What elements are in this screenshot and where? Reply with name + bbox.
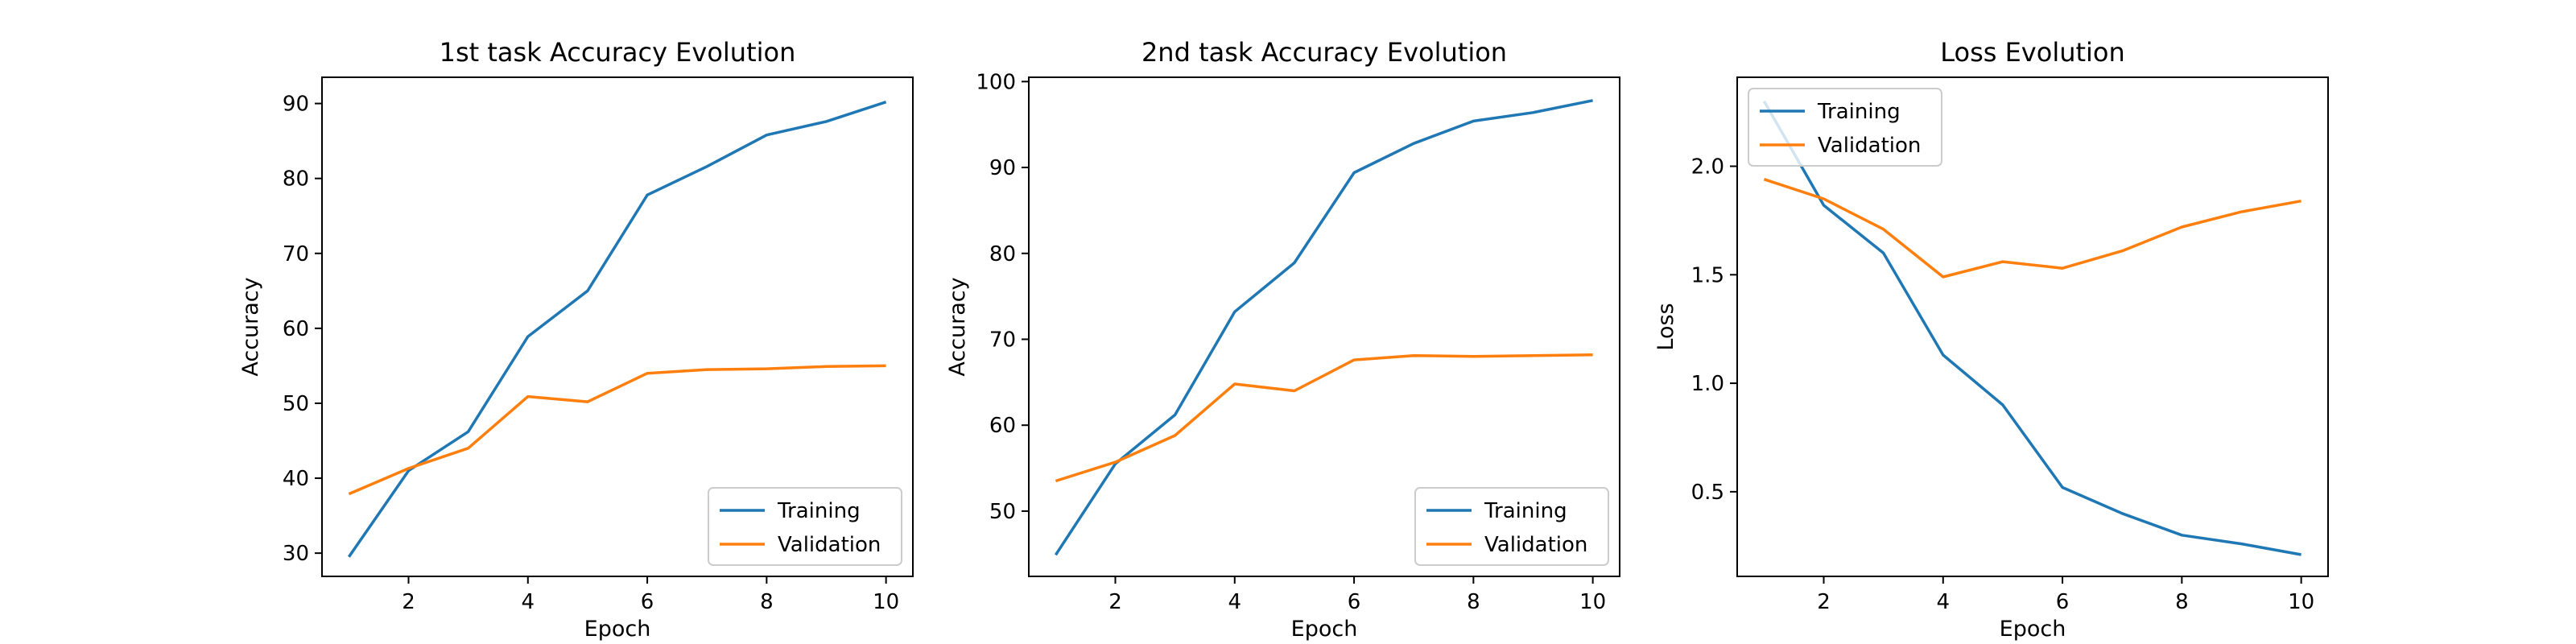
y-tick-label: 100 — [976, 70, 1016, 94]
legend-label-training: Training — [1484, 499, 1567, 523]
chart-panel-1: 1st task Accuracy Evolution 2 4 6 8 10 30 40 50 6… — [238, 37, 914, 642]
legend-label-validation: Validation — [778, 533, 881, 557]
y-tick-label: 60 — [283, 317, 309, 341]
x-tick-label: 6 — [2056, 590, 2070, 614]
legend-label-training: Training — [1817, 100, 1901, 124]
series-line-validation — [1763, 178, 2301, 279]
series-line-validation — [1055, 353, 1593, 483]
x-tick-label: 4 — [522, 590, 535, 614]
x-axis-label: Epoch — [1291, 617, 1358, 642]
x-tick-label: 2 — [1817, 590, 1831, 614]
y-tick-label: 1.5 — [1691, 263, 1724, 287]
chart-panel-3: Loss Evolution 2 4 6 8 10 0.5 1.0 1.5 2.0 Epoch Los… — [1653, 37, 2329, 642]
x-tick-label: 2 — [1108, 590, 1122, 614]
y-tick-label: 50 — [989, 500, 1016, 524]
series-line-validation — [348, 364, 886, 496]
y-tick-label: 30 — [283, 542, 309, 566]
x-tick-label: 8 — [2175, 590, 2189, 614]
x-tick-label: 10 — [2288, 590, 2314, 614]
y-tick-label: 70 — [989, 328, 1016, 352]
x-axis-label: Epoch — [2000, 617, 2066, 642]
legend-box — [1748, 88, 1942, 167]
series-line-training — [347, 101, 887, 558]
chart-panel-2: 2nd task Accuracy Evolution 2 4 6 8 10 50 60 70 8… — [945, 37, 1620, 642]
legend-box — [1414, 487, 1609, 566]
x-tick-label: 6 — [641, 590, 654, 614]
legend-label-validation: Validation — [1484, 533, 1587, 557]
y-axis-label: Accuracy — [945, 277, 970, 376]
chart-title: 1st task Accuracy Evolution — [440, 37, 796, 68]
series-line-training — [1054, 99, 1593, 556]
y-tick-label: 40 — [283, 467, 309, 491]
y-tick-label: 2.0 — [1691, 155, 1724, 180]
axes-frame — [1736, 76, 2329, 577]
axes-frame — [1028, 76, 1620, 577]
x-tick-label: 2 — [402, 590, 415, 614]
x-axis-label: Epoch — [584, 617, 651, 642]
y-tick-label: 90 — [989, 156, 1016, 180]
y-tick-label: 0.5 — [1691, 481, 1724, 505]
y-tick-label: 80 — [989, 242, 1016, 266]
y-tick-label: 80 — [283, 167, 309, 192]
legend-box — [708, 487, 902, 566]
legend-label-training: Training — [777, 499, 861, 523]
chart-title: 2nd task Accuracy Evolution — [1141, 37, 1507, 68]
y-tick-label: 70 — [283, 242, 309, 266]
x-tick-label: 8 — [760, 590, 774, 614]
x-tick-label: 4 — [1937, 590, 1951, 614]
x-tick-label: 6 — [1348, 590, 1361, 614]
y-axis-label: Accuracy — [238, 277, 263, 376]
legend: Training Validation — [708, 487, 902, 566]
chart-title: Loss Evolution — [1940, 37, 2125, 68]
x-tick-label: 8 — [1467, 590, 1480, 614]
x-tick-label: 4 — [1228, 590, 1242, 614]
x-tick-label: 10 — [1579, 590, 1606, 614]
y-tick-label: 1.0 — [1691, 372, 1724, 396]
axes-frame — [321, 76, 914, 577]
legend: Training Validation — [1748, 88, 1942, 167]
y-tick-label: 60 — [989, 414, 1016, 438]
legend-label-validation: Validation — [1818, 134, 1921, 158]
series-line-training — [1762, 100, 2301, 556]
y-tick-label: 50 — [283, 392, 309, 416]
x-tick-label: 10 — [873, 590, 899, 614]
legend: Training Validation — [1414, 487, 1609, 566]
y-tick-label: 90 — [283, 93, 309, 117]
y-axis-label: Loss — [1653, 303, 1678, 350]
